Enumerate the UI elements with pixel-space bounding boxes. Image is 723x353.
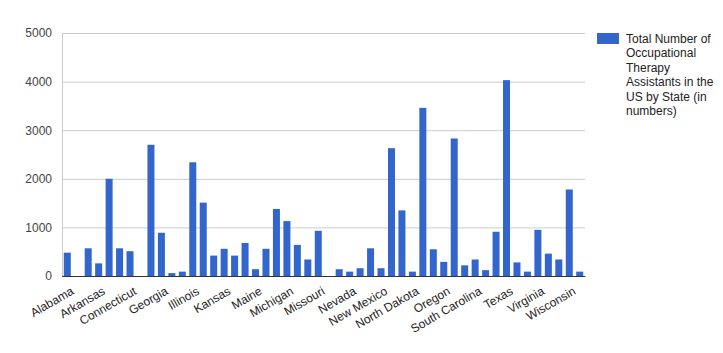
bar xyxy=(200,203,207,276)
bar xyxy=(503,80,510,276)
bar xyxy=(179,272,186,276)
x-tick-label: South Carolina xyxy=(408,284,484,336)
bar xyxy=(242,243,249,276)
bar xyxy=(545,254,552,276)
bar xyxy=(106,179,113,276)
bar xyxy=(137,276,144,277)
legend-line: Total Number of xyxy=(626,32,711,46)
x-tick-label: Wisconsin xyxy=(524,284,578,323)
bar xyxy=(189,162,196,276)
y-tick-label: 0 xyxy=(45,269,52,283)
x-tick: Georgia xyxy=(126,276,170,317)
bar xyxy=(127,251,134,276)
bar xyxy=(451,138,458,276)
bar xyxy=(252,269,259,276)
bar xyxy=(534,230,541,276)
x-tick: Connecticut xyxy=(77,276,139,328)
x-axis: AlabamaArkansasConnecticutGeorgiaIllinoi… xyxy=(28,276,585,336)
bar xyxy=(357,268,364,276)
bars xyxy=(64,80,583,276)
legend-line: Therapy xyxy=(626,61,670,75)
bar xyxy=(221,249,228,276)
bar xyxy=(283,221,290,276)
bar xyxy=(566,189,573,276)
y-tick-label: 1000 xyxy=(25,221,52,235)
y-tick-label: 4000 xyxy=(25,75,52,89)
bar xyxy=(273,209,280,276)
y-tick: 5000 xyxy=(25,26,585,40)
y-tick-label: 5000 xyxy=(25,26,52,40)
x-tick-label: Georgia xyxy=(126,284,170,318)
bar xyxy=(315,231,322,276)
legend-line: Occupational xyxy=(626,46,696,60)
bar xyxy=(158,233,165,276)
bar xyxy=(64,253,71,276)
x-tick-label: Kansas xyxy=(191,284,233,316)
bar xyxy=(524,272,531,276)
bar xyxy=(576,272,583,276)
legend-label: Total Number ofOccupationalTherapyAssist… xyxy=(626,32,714,118)
legend-line: Assistants in the xyxy=(626,75,714,89)
bar xyxy=(210,256,217,276)
bar xyxy=(116,248,123,276)
bar xyxy=(555,259,562,276)
bar xyxy=(95,263,102,276)
bar xyxy=(513,262,520,276)
y-tick: 4000 xyxy=(25,75,585,89)
x-tick: South Carolina xyxy=(408,276,484,336)
bar xyxy=(461,265,468,276)
legend-swatch xyxy=(597,33,619,44)
y-tick-label: 2000 xyxy=(25,172,52,186)
bar xyxy=(388,148,395,276)
legend-line: US by State (in xyxy=(626,90,707,104)
legend: Total Number ofOccupationalTherapyAssist… xyxy=(597,32,714,118)
bar xyxy=(294,245,301,276)
bar xyxy=(409,272,416,276)
bar xyxy=(262,249,269,276)
bar xyxy=(419,108,426,276)
x-tick: Wisconsin xyxy=(524,276,578,323)
y-axis: 0 1000 2000 3000 4000 5000 xyxy=(25,26,585,283)
bar xyxy=(336,269,343,276)
legend-line: numbers) xyxy=(626,104,677,118)
bar xyxy=(482,270,489,276)
bar xyxy=(398,210,405,276)
bar xyxy=(168,273,175,276)
bar xyxy=(304,259,311,276)
chart: 0 1000 2000 3000 4000 5000 AlabamaArkansasConn… xyxy=(0,0,723,353)
bar xyxy=(430,249,437,276)
x-axis-line xyxy=(63,276,586,277)
bar xyxy=(85,248,92,276)
bar xyxy=(147,145,154,276)
bar xyxy=(325,276,332,277)
y-tick-label: 3000 xyxy=(25,124,52,138)
bar xyxy=(346,272,353,276)
bar xyxy=(231,256,238,276)
bar xyxy=(367,248,374,276)
y-tick: 3000 xyxy=(25,124,585,138)
bar xyxy=(493,232,500,276)
bar xyxy=(472,259,479,276)
grid-line xyxy=(62,33,585,34)
bar xyxy=(378,268,385,276)
y-axis-line xyxy=(63,34,586,277)
x-tick: Kansas xyxy=(191,276,233,316)
bar xyxy=(74,276,81,277)
bar xyxy=(440,262,447,276)
grid-line xyxy=(62,276,585,277)
